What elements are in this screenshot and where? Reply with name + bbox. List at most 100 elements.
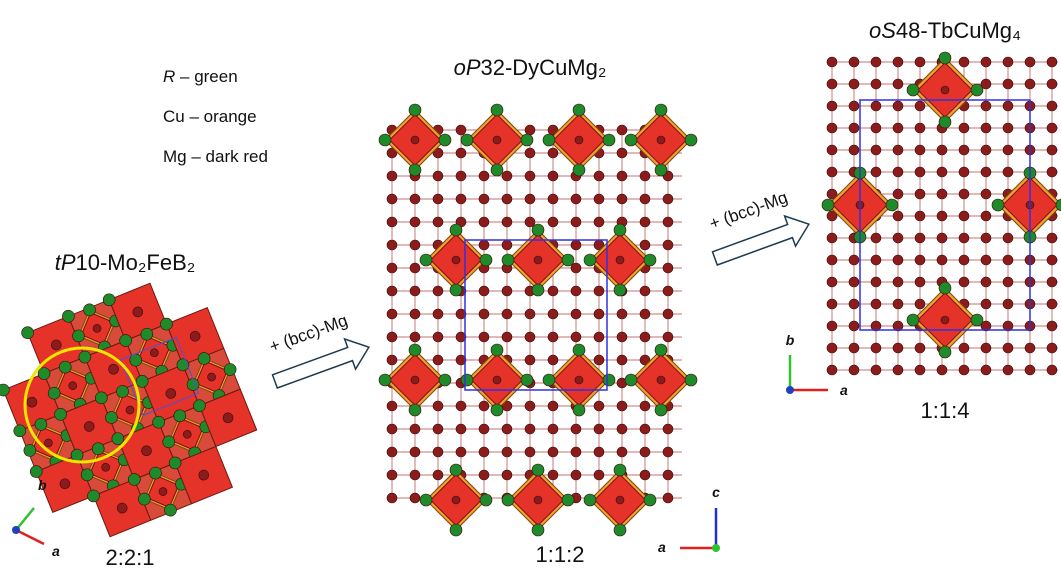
atom — [525, 447, 535, 457]
atom — [907, 84, 919, 96]
atom — [663, 493, 673, 503]
atom — [479, 240, 489, 250]
atom — [640, 401, 650, 411]
atom — [849, 365, 859, 375]
atom — [893, 189, 903, 199]
atom — [525, 424, 535, 434]
atom — [886, 199, 898, 211]
atom — [663, 263, 673, 273]
atom — [1003, 277, 1013, 287]
atom — [433, 355, 443, 365]
atom — [532, 464, 544, 476]
atom — [410, 194, 420, 204]
atom — [433, 470, 443, 480]
atom — [433, 309, 443, 319]
atom — [616, 496, 624, 504]
legend-symbol: Mg — [163, 147, 187, 166]
atom — [827, 255, 837, 265]
atom — [1025, 343, 1035, 353]
atom — [1003, 167, 1013, 177]
atom — [893, 255, 903, 265]
atom — [573, 404, 585, 416]
atom — [493, 376, 501, 384]
atom — [937, 365, 947, 375]
atom — [655, 344, 667, 356]
atom — [1047, 233, 1057, 243]
atom — [439, 134, 451, 146]
atom — [849, 123, 859, 133]
atom — [584, 494, 596, 506]
atom — [959, 277, 969, 287]
structure-title: oP32-DyCuMg₂ — [454, 55, 607, 80]
legend-item: Cu – orange — [163, 107, 257, 126]
atom — [456, 171, 466, 181]
axis-origin — [12, 526, 20, 534]
atom — [959, 255, 969, 265]
atom — [915, 233, 925, 243]
atom — [1003, 299, 1013, 309]
atom — [915, 277, 925, 287]
atom — [937, 145, 947, 155]
atom — [617, 194, 627, 204]
atom — [594, 401, 604, 411]
atom — [525, 171, 535, 181]
atom — [410, 263, 420, 273]
atom — [594, 447, 604, 457]
atom — [1047, 255, 1057, 265]
atom — [450, 224, 462, 236]
atom — [548, 309, 558, 319]
atom — [617, 171, 627, 181]
atom — [614, 284, 626, 296]
atom — [387, 355, 397, 365]
atom — [548, 286, 558, 296]
atom — [410, 309, 420, 319]
atom — [640, 332, 650, 342]
atom — [992, 199, 1004, 211]
atom — [479, 194, 489, 204]
atom — [822, 199, 834, 211]
atom — [571, 447, 581, 457]
atom — [1003, 255, 1013, 265]
atom — [981, 277, 991, 287]
atom — [614, 224, 626, 236]
atom — [525, 217, 535, 227]
atom — [937, 255, 947, 265]
ratio: 1:1:2 — [536, 542, 585, 567]
atom — [981, 57, 991, 67]
atom — [479, 286, 489, 296]
atom — [502, 286, 512, 296]
atom — [849, 79, 859, 89]
atom — [827, 79, 837, 89]
atom — [450, 464, 462, 476]
atom — [941, 316, 949, 324]
atom — [663, 447, 673, 457]
atom — [1025, 57, 1035, 67]
atom — [1003, 79, 1013, 89]
atom — [410, 240, 420, 250]
axes-indicator: b a — [786, 332, 848, 398]
atom — [617, 148, 627, 158]
atom — [663, 286, 673, 296]
atom — [594, 194, 604, 204]
atom — [502, 332, 512, 342]
axis-arrow — [16, 508, 34, 530]
atom — [543, 134, 555, 146]
atom — [410, 493, 420, 503]
atom — [532, 284, 544, 296]
atom — [387, 401, 397, 411]
atom — [387, 263, 397, 273]
atom — [1025, 79, 1035, 89]
atom — [461, 374, 473, 386]
atom — [450, 284, 462, 296]
atom — [640, 447, 650, 457]
atom — [479, 332, 489, 342]
atom — [493, 136, 501, 144]
atom — [959, 365, 969, 375]
atom — [502, 470, 512, 480]
atom — [1003, 101, 1013, 111]
atom — [959, 189, 969, 199]
atom — [439, 374, 451, 386]
atom — [433, 194, 443, 204]
atom — [1047, 123, 1057, 133]
atom — [640, 309, 650, 319]
